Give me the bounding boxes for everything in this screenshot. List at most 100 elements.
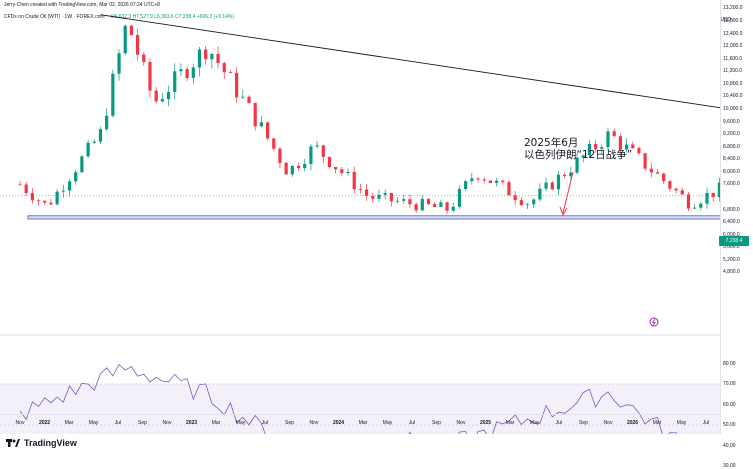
price-tick-label: 12,400.0	[723, 30, 743, 37]
candle-body	[587, 143, 592, 156]
price-tick-label: 9,200.0	[723, 131, 740, 138]
candle-body	[346, 171, 350, 173]
candle-body	[519, 200, 523, 205]
candle-body	[445, 202, 449, 211]
time-tick-label: 2022	[38, 420, 51, 426]
price-tick-label: 6,800.0	[723, 206, 740, 213]
candle-body	[228, 72, 233, 73]
candle-body	[321, 145, 325, 157]
time-tick-label: Sep	[285, 420, 294, 426]
event-bolt-icon	[651, 318, 656, 326]
candle-body	[123, 25, 127, 54]
candle-body	[420, 198, 424, 211]
time-tick-label: Jul	[408, 420, 416, 426]
candle-body	[235, 72, 239, 98]
candle-body	[581, 155, 585, 158]
currency-label[interactable]: USD	[720, 17, 731, 23]
candle-body	[67, 181, 72, 191]
price-tick-label: 5,600.0	[723, 244, 740, 251]
candle-body	[711, 192, 715, 197]
candle-body	[30, 193, 34, 201]
price-tick-label: 10,000.0	[723, 106, 743, 112]
tradingview-logo-icon	[6, 439, 20, 447]
candle-body	[655, 172, 660, 174]
candle-body	[408, 199, 412, 205]
candle-body	[160, 99, 164, 102]
time-axis[interactable]	[0, 414, 720, 429]
event-marker-icon	[649, 317, 659, 327]
candle-body	[513, 195, 517, 201]
candle-body	[612, 131, 616, 137]
price-tick-label: 5,200.0	[723, 256, 740, 263]
time-tick-label: Mar	[211, 420, 221, 426]
candle-body	[476, 178, 480, 180]
price-tick-label: 13,200.0	[723, 5, 743, 12]
time-tick-label: 2026	[626, 420, 639, 426]
time-tick-label: Mar	[64, 420, 74, 426]
time-tick-label: May	[382, 420, 393, 426]
price-tick-label: 7,600.0	[723, 181, 740, 188]
rsi-tick-label: 60.00	[723, 401, 736, 408]
candle-body	[464, 181, 468, 189]
price-tick-label: 12,000.0	[723, 43, 743, 50]
candle-body	[482, 179, 486, 181]
candle-body	[699, 203, 703, 208]
candle-body	[377, 194, 381, 199]
candle-body	[507, 182, 511, 196]
candle-body	[556, 174, 561, 190]
time-tick-label: Jul	[555, 420, 563, 426]
candle-body	[389, 193, 393, 202]
candle-body	[618, 136, 622, 150]
symbol-name[interactable]: CFDs on Crude Oil (WTI) · 1W · FOREX.com	[4, 14, 105, 20]
descending-trendline	[100, 14, 720, 109]
time-tick-label: 2023	[185, 420, 198, 426]
time-tick-label: Jul	[114, 420, 122, 426]
time-tick-label: May	[88, 420, 99, 426]
candle-body	[173, 71, 177, 92]
candle-body	[705, 192, 709, 204]
price-tick-label: 8,000.0	[723, 168, 740, 175]
price-axis[interactable]	[720, 0, 753, 434]
price-tick-label: 4,800.0	[723, 269, 740, 276]
time-tick-label: Nov	[456, 420, 466, 426]
candle-body	[272, 138, 276, 149]
candle-body	[575, 157, 579, 173]
rsi-tick-label: 40.00	[723, 442, 736, 449]
candle-body	[241, 96, 245, 98]
tradingview-logo[interactable]: TradingView	[6, 438, 77, 448]
candle-body	[327, 156, 332, 168]
price-chart[interactable]	[0, 0, 720, 434]
time-tick-label: Mar	[652, 420, 662, 426]
candle-body	[649, 168, 653, 173]
event-annotation[interactable]: 2025年6月 以色列伊朗“12日战争”	[524, 137, 632, 161]
candle-body	[98, 129, 103, 142]
time-tick-label: Nov	[309, 420, 319, 426]
candle-body	[253, 103, 257, 127]
candle-body	[668, 181, 672, 189]
price-tick-label: 8,800.0	[723, 143, 740, 150]
candle-body	[210, 53, 214, 60]
candle-body	[135, 35, 140, 55]
annotation-arrow-head	[559, 206, 568, 217]
support-zone	[27, 215, 720, 220]
candle-body	[222, 63, 226, 73]
rsi-band	[0, 384, 720, 434]
candle-body	[494, 180, 499, 183]
candle-body	[204, 49, 208, 60]
candle-body	[680, 190, 684, 195]
price-tick-label: 10,400.0	[723, 93, 743, 100]
candle-body	[631, 144, 635, 149]
time-tick-label: 2024	[332, 420, 345, 426]
ohlc-values: O6,632.3 H7,527.9 L6,363.6 C7,238.4 +606…	[110, 14, 234, 20]
candle-body	[105, 115, 109, 130]
price-tick-label: 11,600.0	[723, 55, 743, 62]
candle-body	[532, 199, 536, 205]
symbol-legend: CFDs on Crude Oil (WTI) · 1W · FOREX.com…	[4, 14, 234, 20]
candle-body	[538, 188, 542, 200]
annotation-line-2: 以色列伊朗“12日战争”	[524, 149, 633, 161]
candle-body	[606, 131, 610, 148]
time-tick-label: Sep	[138, 420, 147, 426]
time-tick-label: May	[235, 420, 246, 426]
candle-body	[216, 53, 220, 64]
candle-body	[111, 73, 115, 116]
